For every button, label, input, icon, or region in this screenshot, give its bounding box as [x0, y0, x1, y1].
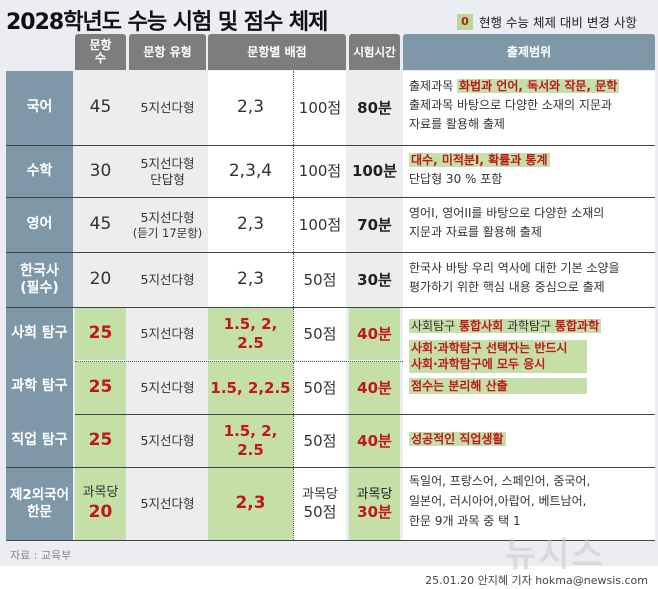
row-divider [6, 307, 655, 308]
row-label-math: 수학 [6, 146, 73, 197]
cell-time: 40분 [349, 415, 400, 467]
cell-time: 70분 [349, 198, 400, 252]
table-bottom-border [6, 540, 655, 541]
cell-score: 1.5, 2, 2.5 [208, 308, 293, 360]
cell-type: 5지선다형 [129, 308, 206, 360]
cell-time: 100분 [349, 146, 400, 197]
cell-type: 5지선다형 [129, 468, 206, 540]
row-divider [6, 197, 655, 198]
row-divider-dotted [75, 361, 655, 362]
legend: 0 현행 수능 체제 대비 변경 사항 [457, 12, 637, 31]
header-type: 문항 유형 [129, 34, 206, 70]
cell-range: 한국사 바탕 우리 역사에 대한 기본 소양을 평가하기 위한 핵심 내용 중심… [403, 253, 655, 307]
cell-range: 출제과목 화법과 언어, 독서와 작문, 문학 출제과목 바탕으로 다양한 소재… [403, 71, 655, 145]
cell-total: 100점 [293, 198, 346, 252]
cell-score: 1.5, 2,2.5 [208, 362, 293, 414]
header-count: 문항 수 [75, 34, 126, 70]
header-range: 출제범위 [403, 34, 655, 70]
row-label-vocational-inquiry: 직업 탐구 [6, 414, 73, 467]
row-divider [6, 467, 655, 468]
cell-score: 1.5, 2, 2.5 [208, 415, 293, 467]
legend-text: 현행 수능 체제 대비 변경 사항 [479, 15, 637, 30]
cell-count: 과목당 20 [75, 468, 126, 540]
cell-type: 5지선다형 [129, 415, 206, 467]
cell-total: 100점 [293, 146, 346, 197]
cell-range: 대수, 미적분I, 확률과 통계 단답형 30 % 포함 [403, 146, 655, 197]
cell-time: 40분 [349, 308, 400, 360]
cell-count: 25 [75, 415, 126, 467]
cell-count: 25 [75, 362, 126, 414]
cell-range: 독일어, 프랑스어, 스페인어, 중국어, 일본어, 러시아어,아랍어, 베트남… [403, 468, 655, 540]
cell-total: 50점 [293, 253, 346, 307]
credit-line: 25.01.20 안지혜 기자 hokma@newsis.com [425, 574, 648, 587]
cell-type: 5지선다형 [129, 71, 206, 145]
cell-type: 5지선다형 [129, 362, 206, 414]
row-label-english: 영어 [6, 198, 73, 252]
cell-count: 30 [75, 146, 126, 197]
cell-time: 80분 [349, 71, 400, 145]
row-label-science-inquiry: 과학 탐구 [6, 360, 73, 414]
cell-total: 50점 [293, 362, 346, 414]
cell-count: 45 [75, 198, 126, 252]
cell-total: 50점 [293, 415, 346, 467]
cell-score: 2,3 [208, 253, 293, 307]
cell-range-inquiry: 사회탐구 통합사회 과학탐구 통합과학 사회·과학탐구 선택자는 반드시 사회·과… [403, 308, 655, 414]
cell-time: 과목당 30분 [349, 468, 400, 540]
row-label-second-language: 제2외국어 한문 [6, 468, 73, 540]
cell-score: 2,3 [208, 71, 293, 145]
cell-type: 5지선다형 [129, 253, 206, 307]
header-time: 시험시간 [349, 34, 400, 70]
cell-total: 50점 [293, 308, 346, 360]
cell-time: 40분 [349, 362, 400, 414]
row-label-korean: 국어 [6, 71, 73, 145]
cell-type: 5지선다형 단답형 [129, 146, 206, 197]
cell-total: 과목당 50점 [293, 468, 346, 540]
cell-range: 영어I, 영어II를 바탕으로 다양한 소재의 지문과 자료를 활용해 출제 [403, 198, 655, 252]
source-note: 자료 : 교육부 [10, 549, 72, 562]
cell-score: 2,3 [208, 198, 293, 252]
cell-count: 45 [75, 71, 126, 145]
row-label-social-inquiry: 사회 탐구 [6, 308, 73, 360]
header-score: 문항별 배점 [208, 34, 346, 70]
row-divider [6, 252, 655, 253]
legend-marker: 0 [457, 13, 473, 30]
cell-score: 2,3 [208, 468, 293, 540]
cell-time: 30분 [349, 253, 400, 307]
row-divider [75, 414, 655, 415]
newsis-watermark: 뉴시스 [505, 535, 605, 575]
cell-type: 5지선다형 (듣기 17문항) [129, 198, 206, 252]
page-title: 2028학년도 수능 시험 및 점수 체제 [6, 10, 328, 35]
row-divider [6, 145, 655, 146]
row-label-korean-history: 한국사 (필수) [6, 253, 73, 307]
cell-total: 100점 [293, 71, 346, 145]
cell-count: 25 [75, 308, 126, 360]
cell-count: 20 [75, 253, 126, 307]
cell-range: 성공적인 직업생활 [403, 415, 655, 467]
cell-score: 2,3,4 [208, 146, 293, 197]
